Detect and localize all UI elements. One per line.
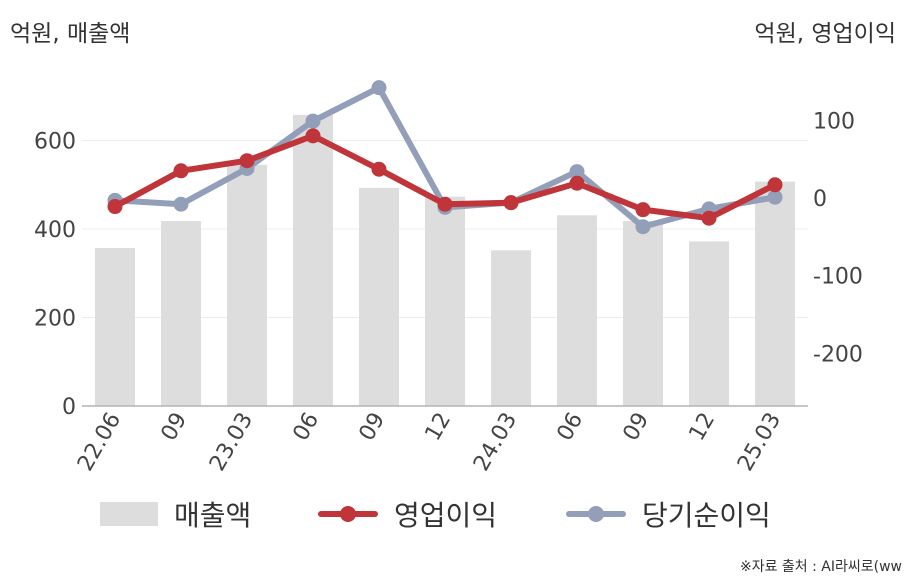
- point-net-income: [305, 113, 321, 129]
- source-note: ※자료 출처 : AI라씨로(ww: [739, 559, 902, 575]
- x-tick-label: 23.03: [205, 409, 258, 476]
- legend-item-operating-profit: 영업이익: [318, 494, 497, 534]
- point-net-income: [173, 196, 189, 212]
- profit-lines: [107, 80, 783, 235]
- x-tick-label: 09: [355, 409, 391, 446]
- point-operating-profit: [371, 161, 387, 177]
- x-tick-label: 06: [289, 409, 325, 446]
- x-tick-label: 09: [619, 409, 655, 446]
- x-tick-label: 06: [553, 409, 589, 446]
- left-tick-label: 600: [34, 130, 76, 155]
- x-tick-label: 22.06: [73, 409, 126, 476]
- revenue-bars: [95, 114, 795, 407]
- point-operating-profit: [767, 177, 783, 193]
- bar-revenue: [623, 221, 663, 406]
- bar-revenue: [293, 114, 333, 407]
- point-net-income: [635, 219, 651, 235]
- point-operating-profit: [701, 210, 717, 226]
- x-tick-label: 12: [685, 409, 721, 446]
- point-operating-profit: [569, 175, 585, 191]
- point-operating-profit: [173, 163, 189, 179]
- point-net-income: [569, 164, 585, 180]
- point-operating-profit: [437, 196, 453, 212]
- right-tick-label: -200: [813, 342, 863, 367]
- x-tick-label: 25.03: [733, 409, 786, 476]
- left-axis-ticks: 0 200 400 600: [34, 130, 76, 421]
- point-operating-profit: [239, 153, 255, 169]
- point-operating-profit: [635, 202, 651, 218]
- right-tick-label: 100: [813, 109, 855, 134]
- legend-item-revenue: 매출액: [100, 494, 251, 534]
- left-tick-label: 200: [34, 307, 76, 332]
- left-tick-label: 0: [62, 395, 76, 420]
- bar-revenue: [227, 164, 267, 406]
- point-operating-profit: [503, 195, 519, 211]
- legend-swatch-net-income: [566, 502, 626, 526]
- right-axis-ticks: 100 0 -100 -200: [813, 109, 863, 367]
- bar-revenue: [359, 187, 399, 406]
- bar-revenue: [689, 241, 729, 406]
- x-axis-ticks: 22.06 09 23.03 06 09 12 24.03 06 09 12 25.03: [73, 409, 786, 476]
- point-operating-profit: [305, 128, 321, 144]
- point-operating-profit: [107, 199, 123, 215]
- legend-label-operating-profit: 영업이익: [394, 499, 498, 532]
- legend-label-net-income: 당기순이익: [642, 499, 771, 532]
- bar-revenue: [755, 181, 795, 406]
- legend-item-net-income: 당기순이익: [566, 494, 771, 534]
- point-net-income: [767, 189, 783, 205]
- bar-revenue: [161, 221, 201, 406]
- bar-revenue: [95, 248, 135, 406]
- x-tick-label: 09: [157, 409, 193, 446]
- legend-swatch-operating-profit: [318, 502, 378, 526]
- x-tick-label: 24.03: [469, 409, 522, 476]
- bar-revenue: [557, 215, 597, 406]
- right-axis-unit: 억원, 영업이익: [754, 21, 896, 47]
- point-net-income: [371, 80, 387, 96]
- bar-revenue: [425, 196, 465, 406]
- left-tick-label: 400: [34, 218, 76, 243]
- legend-swatch-revenue: [100, 502, 158, 526]
- right-tick-label: 0: [813, 187, 827, 212]
- left-axis-unit: 억원, 매출액: [10, 21, 131, 47]
- bar-revenue: [491, 250, 531, 406]
- x-tick-label: 12: [421, 409, 457, 446]
- right-tick-label: -100: [813, 265, 863, 290]
- legend-label-revenue: 매출액: [174, 499, 252, 532]
